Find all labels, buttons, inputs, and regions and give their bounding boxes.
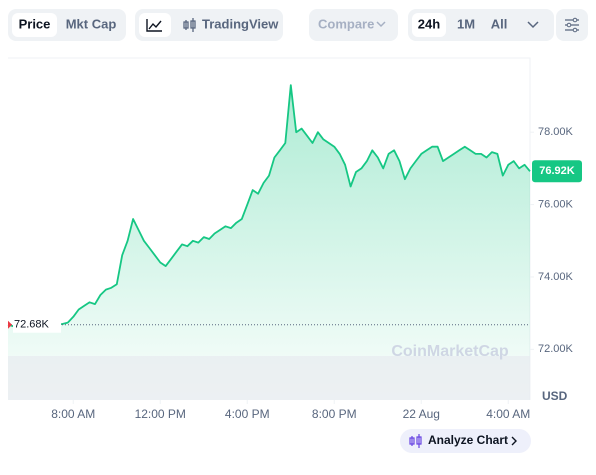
line-icon-button[interactable] — [139, 13, 171, 37]
candle-icon — [183, 18, 196, 32]
settings-knob — [566, 22, 572, 28]
volume-area — [8, 356, 530, 400]
tab[interactable]: Mkt Cap — [66, 16, 117, 31]
current-price-badge — [532, 160, 582, 183]
x-tick-label: 4:00 AM — [486, 407, 530, 421]
tradingview[interactable]: TradingView — [202, 16, 279, 31]
reference-marker — [8, 320, 12, 329]
chevron[interactable] — [527, 21, 539, 29]
line-icon — [146, 19, 162, 32]
chevron — [376, 21, 386, 28]
compare[interactable]: Compare — [318, 16, 374, 31]
reference-label-bg — [13, 316, 61, 333]
x-tick-label: 4:00 PM — [225, 407, 270, 421]
plot — [7, 84, 534, 404]
range[interactable]: 24h — [418, 16, 440, 31]
x-tick-label: 8:00 PM — [312, 407, 357, 421]
tab-selected[interactable] — [12, 13, 57, 37]
watermark: CoinMarketCap — [391, 343, 509, 360]
settings-knob — [572, 27, 578, 33]
settings-knob — [572, 17, 578, 23]
x-tick-label: 8:00 AM — [51, 407, 95, 421]
analyze-icon — [409, 434, 422, 448]
tool-group — [135, 9, 283, 41]
tab[interactable]: Price — [19, 16, 51, 31]
analyze-button[interactable] — [400, 429, 531, 453]
y-tick-label: 76.00K — [538, 198, 574, 210]
range[interactable]: 1M — [457, 16, 475, 31]
range-selected[interactable] — [412, 13, 446, 37]
x-tick-label: 12:00 PM — [135, 407, 186, 421]
current-price-label: 76.92K — [539, 165, 575, 177]
y-unit: USD — [542, 389, 568, 403]
range[interactable]: All — [491, 16, 508, 31]
chevron — [511, 436, 517, 446]
y-tick-label: 74.00K — [538, 271, 574, 283]
price-line — [7, 84, 531, 328]
compare-button[interactable] — [309, 9, 398, 41]
y-tick-label: 72.00K — [538, 343, 574, 355]
y-tick-label: 78.00K — [538, 126, 574, 138]
x-tick-label: 22 Aug — [403, 407, 440, 421]
reference-label: 72.68K — [14, 319, 50, 331]
analyze-text[interactable]: Analyze Chart — [428, 433, 508, 447]
